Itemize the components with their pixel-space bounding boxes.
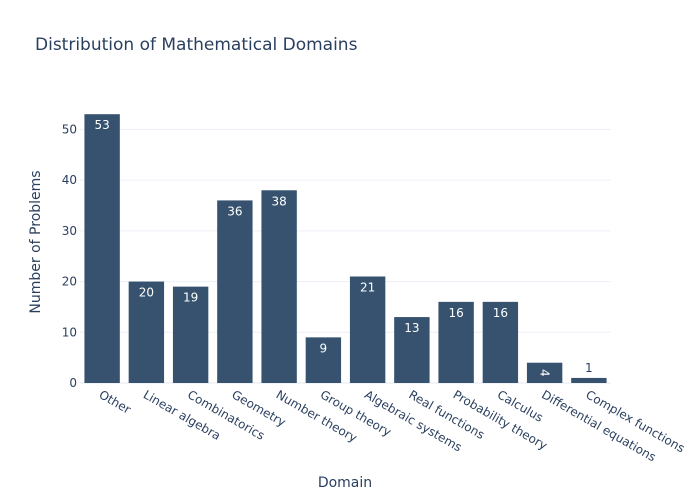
bar-labels: 53 20 19 36 38 9 21 13 16 16 4 1 (94, 118, 592, 376)
bar (261, 190, 297, 383)
bar (128, 281, 165, 383)
bar (349, 276, 386, 383)
bar-value-label: 4 (538, 369, 552, 377)
bar-value-label: 38 (271, 194, 286, 208)
x-tick-label: Linear algebra (141, 387, 223, 442)
x-axis-ticks: Other Linear algebraCombinatoricsGeometry… (97, 387, 688, 464)
bar (526, 362, 563, 383)
x-tick-label: Other (97, 387, 134, 416)
bar (217, 200, 253, 383)
bar (394, 317, 430, 383)
y-tick-label: 0 (69, 376, 77, 390)
bar-value-label: 1 (585, 361, 593, 375)
bar (84, 114, 120, 383)
bars (84, 114, 607, 383)
bar-value-label: 16 (493, 306, 508, 320)
chart-title: Distribution of Mathematical Domains (35, 35, 358, 55)
y-tick-label: 10 (62, 325, 77, 339)
bar-value-label: 16 (448, 306, 463, 320)
bar (172, 286, 209, 383)
bar-value-label: 20 (139, 286, 154, 300)
bar (482, 301, 519, 383)
bar-value-label: 36 (227, 204, 242, 218)
bar-value-label: 53 (94, 118, 109, 132)
bar-value-label: 9 (320, 341, 328, 355)
bar-value-label: 19 (183, 291, 198, 305)
bar (305, 337, 342, 383)
y-axis-ticks: 0 10 20 30 40 50 (62, 122, 77, 390)
y-tick-label: 50 (62, 122, 77, 136)
y-axis-title: Number of Problems (28, 170, 44, 313)
y-tick-label: 40 (62, 173, 77, 187)
gridlines (80, 128, 611, 384)
bar-value-label: 13 (404, 321, 419, 335)
y-tick-label: 30 (62, 224, 77, 238)
bar (438, 301, 474, 383)
bar (571, 377, 607, 383)
x-axis-title: Domain (318, 475, 372, 491)
bar-value-label: 21 (360, 280, 375, 294)
y-tick-label: 20 (62, 275, 77, 289)
